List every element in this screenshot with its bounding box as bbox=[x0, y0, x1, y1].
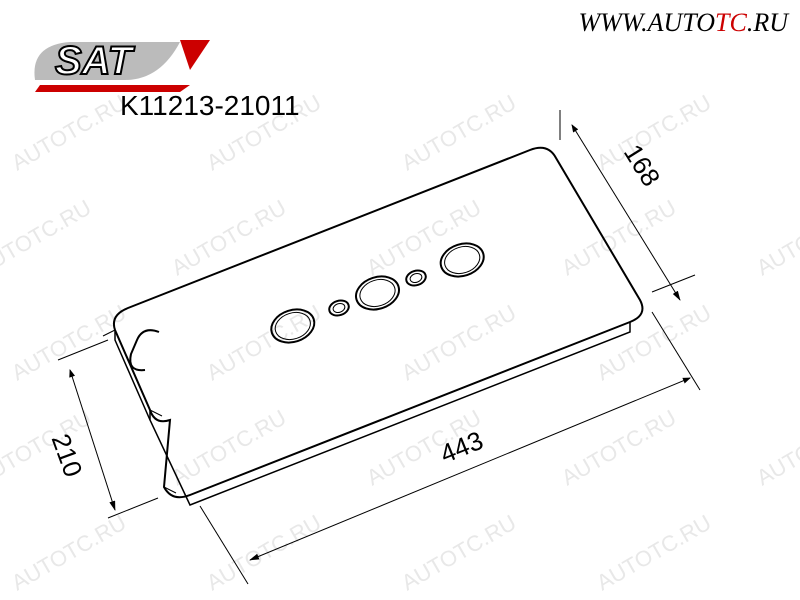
part-number: K11213-21011 bbox=[120, 90, 300, 122]
site-url: WWW.AUTOTC.RU bbox=[578, 8, 788, 38]
seal-circle bbox=[352, 271, 404, 315]
seal-circle bbox=[404, 268, 427, 288]
seal-circle bbox=[267, 304, 319, 348]
seal-circle bbox=[327, 298, 350, 318]
url-prefix: WWW. bbox=[578, 8, 647, 37]
seal-circle bbox=[436, 238, 488, 282]
url-suffix: .RU bbox=[747, 8, 788, 37]
svg-text:SAT: SAT bbox=[55, 39, 136, 83]
url-accent: TC bbox=[715, 8, 747, 37]
diagram-canvas: AUTOTC.RUAUTOTC.RUAUTOTC.RUAUTOTC.RUAUTO… bbox=[0, 0, 800, 600]
url-mid: AUTO bbox=[648, 8, 715, 37]
